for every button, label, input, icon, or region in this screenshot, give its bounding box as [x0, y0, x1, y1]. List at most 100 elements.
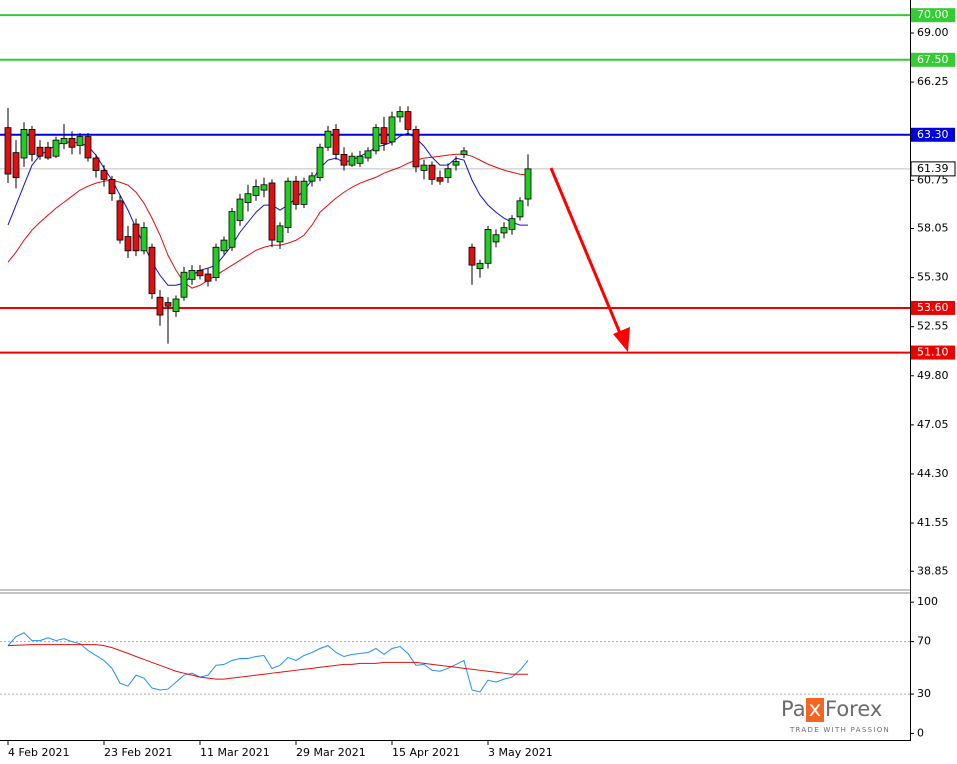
candle-body [52, 139, 60, 157]
logo-text: Forex [825, 697, 882, 721]
candle-body [100, 170, 108, 180]
candle-body [492, 234, 500, 243]
candle-body [300, 180, 308, 205]
candle-body [140, 227, 148, 252]
candle-body [444, 168, 452, 179]
price-label-box [910, 161, 956, 177]
y-tick-label: 41.55 [917, 516, 949, 529]
y-tick-label: 100 [917, 595, 938, 608]
arrow-shaft [549, 167, 624, 339]
y-tick-label: 0 [917, 726, 924, 739]
candle-body [348, 155, 356, 166]
y-tick-label: 55.30 [917, 271, 949, 284]
candle-body [60, 137, 68, 145]
candle-body [172, 298, 180, 312]
y-tick-label: 58.05 [917, 222, 949, 235]
candle-body [28, 129, 36, 155]
candle-body [108, 179, 116, 195]
candle-body [4, 127, 12, 175]
level-label-box [911, 300, 955, 315]
candle-body [340, 154, 348, 166]
candle-body [124, 236, 132, 252]
y-tick-label: 49.80 [917, 369, 949, 382]
candle-body [292, 180, 300, 205]
plot: 69.00 66.25 60.75 58.05 55.30 52.55 49.80 47.05… [0, 14, 949, 739]
candle-body [92, 157, 100, 171]
candle-body [76, 136, 84, 146]
candle-body [188, 270, 196, 280]
candle-body [164, 302, 172, 307]
candle-body [116, 200, 124, 241]
logo-mark [806, 698, 824, 722]
candle-body [228, 211, 236, 248]
x-tick-label: 11 Mar 2021 [200, 746, 270, 759]
arrow-head [613, 327, 630, 352]
y-tick-label: 69.00 [917, 26, 949, 39]
candle-body [316, 146, 324, 179]
candle-body [132, 223, 140, 252]
candle-body [356, 155, 364, 164]
candle-body [500, 227, 508, 234]
candle-body [364, 150, 372, 159]
candle-body [516, 200, 524, 218]
candle-body [180, 271, 188, 298]
candle-body [236, 198, 244, 221]
level-label-box [911, 127, 955, 142]
candle-body [12, 152, 20, 179]
forecast-arrow [549, 167, 630, 352]
candle-body [268, 182, 276, 241]
candle-body [212, 246, 220, 278]
candle-body [372, 127, 380, 152]
y-tick-label: 70 [917, 635, 931, 648]
candle-body [220, 239, 228, 252]
candle-body [396, 111, 404, 118]
candle-body [276, 225, 284, 243]
candle-body [84, 136, 92, 159]
candle-body [204, 273, 212, 282]
candle-body [484, 228, 492, 264]
level-label-box [911, 8, 955, 23]
y-tick-label: 47.05 [917, 418, 949, 431]
candle-body [428, 164, 436, 180]
candle-body [44, 146, 52, 159]
candle-body [284, 180, 292, 229]
level-label: 70.00 [917, 8, 949, 21]
candle-body [324, 130, 332, 148]
indicator-line [7, 153, 529, 289]
x-tick-label: 29 Mar 2021 [296, 746, 366, 759]
x-tick-label: 15 Apr 2021 [392, 746, 460, 759]
level-label: 63.30 [917, 128, 949, 141]
candle-body [460, 150, 468, 155]
price-label: 61.39 [917, 162, 949, 175]
candle-body [388, 116, 396, 143]
y-tick-label: 52.55 [917, 320, 949, 333]
candle-body [412, 129, 420, 168]
level-label-box [911, 52, 955, 67]
candle-body [20, 129, 28, 159]
y-tick-label: 38.85 [917, 564, 949, 577]
candle-body [260, 184, 268, 191]
candle-body [68, 137, 76, 148]
indicator-line [7, 644, 528, 680]
y-tick-label: 30 [917, 687, 931, 700]
candle-body [252, 186, 260, 196]
candle-body [524, 168, 532, 200]
candle-body [468, 246, 476, 266]
candle-body [196, 270, 204, 277]
y-tick-label: 66.25 [917, 75, 949, 88]
candle-body [36, 146, 44, 157]
level-label: 51.10 [917, 346, 949, 359]
candle-body [156, 296, 164, 316]
x-tick-label: 4 Feb 2021 [8, 746, 69, 759]
candle-body [420, 164, 428, 171]
level-label: 53.60 [917, 301, 949, 314]
candle-body [436, 177, 444, 182]
logo-tagline: TRADE WITH PASSION [789, 726, 890, 734]
level-label: 67.50 [917, 53, 949, 66]
candle-body [476, 262, 484, 270]
level-label-box [911, 345, 955, 360]
x-tick-label: 23 Feb 2021 [104, 746, 172, 759]
candle-body [308, 175, 316, 182]
